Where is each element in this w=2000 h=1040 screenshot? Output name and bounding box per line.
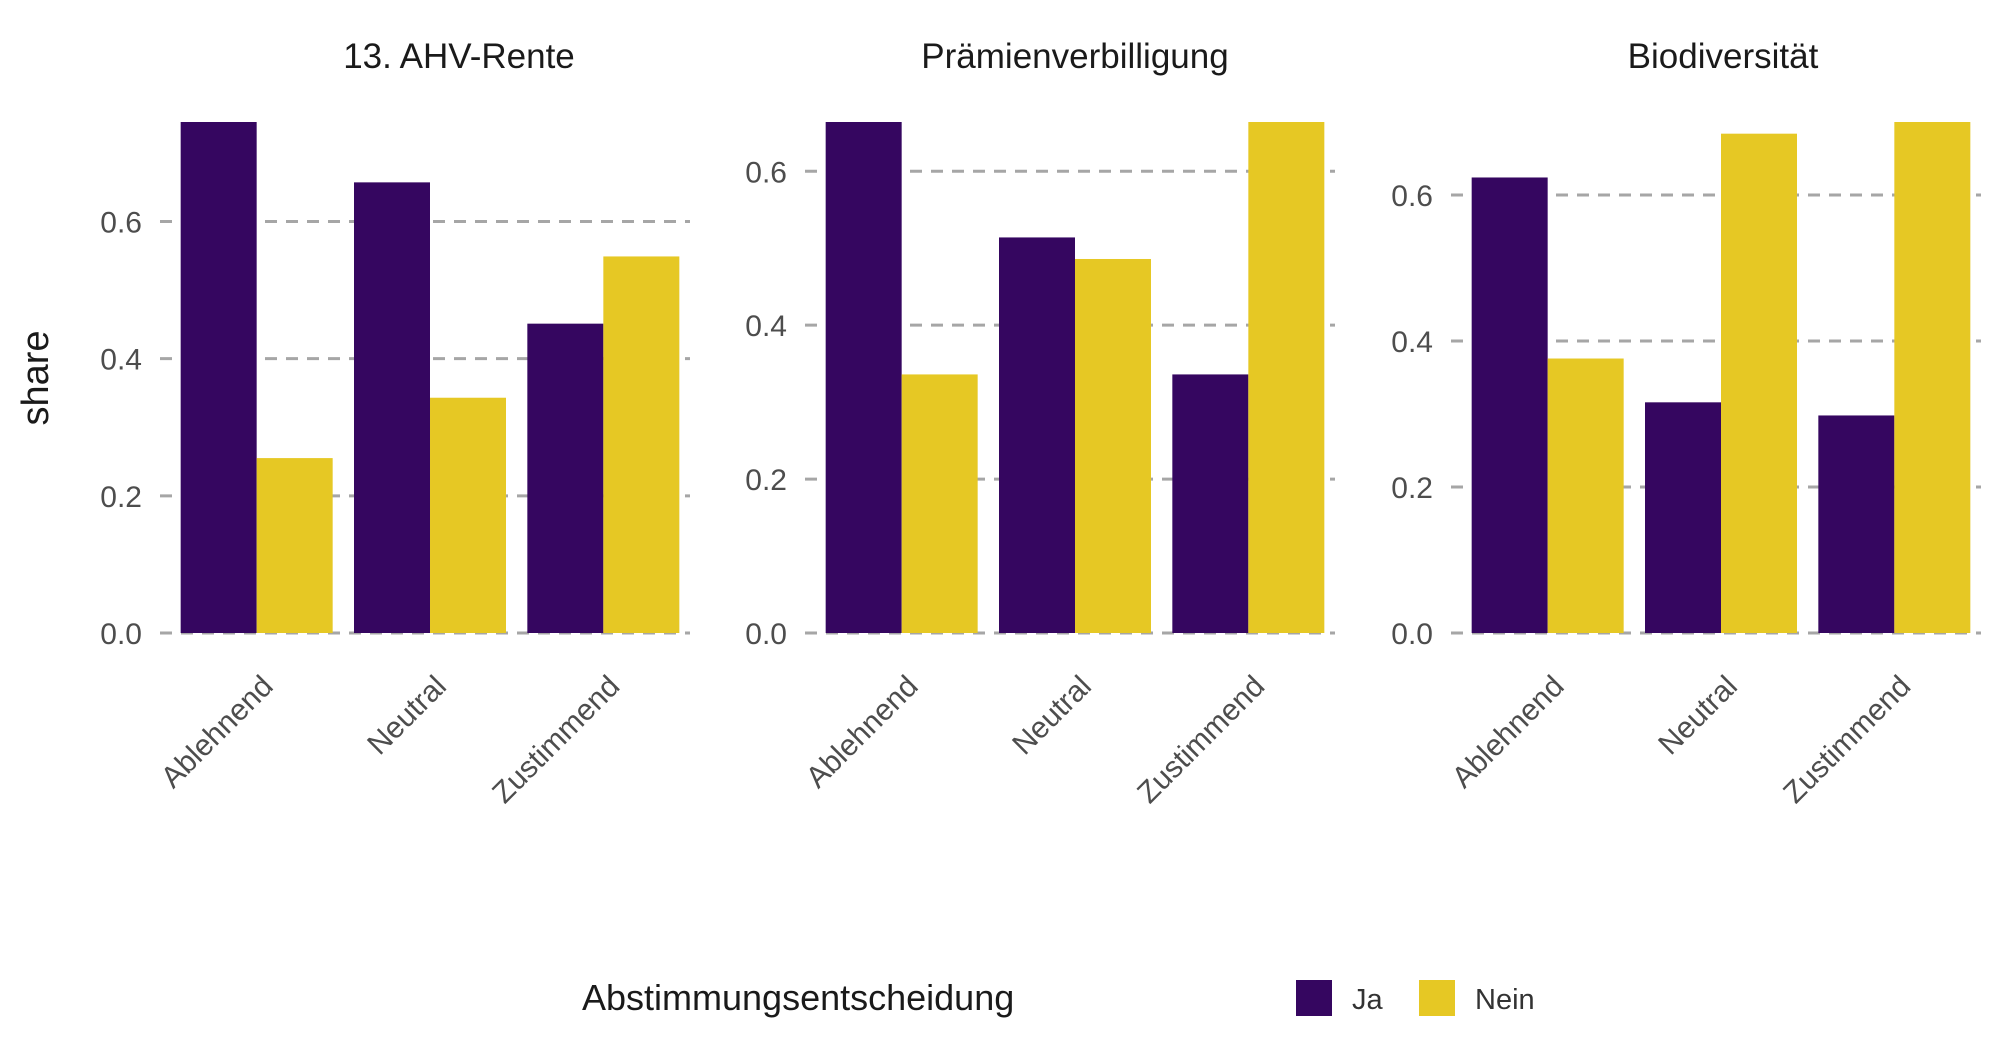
bar-ja	[354, 182, 430, 633]
bar-ja	[527, 323, 604, 633]
bar-ja	[180, 122, 257, 633]
bar-ja	[1471, 177, 1548, 634]
bar-nein	[1894, 122, 1971, 633]
legend: Abstimmungsentscheidung Ja Nein	[582, 977, 1535, 1018]
x-tick-label: Neutral	[361, 670, 453, 762]
x-tick-label: Ablehnend	[155, 670, 280, 795]
legend-label: Ja	[1352, 984, 1384, 1016]
x-tick-label: Zustimmend	[486, 670, 626, 810]
bar-nein	[1547, 358, 1624, 633]
facet-panel: Biodiversität 0.0 0.2 0.4 0.6 Ablehnend Neutra…	[1391, 37, 1981, 810]
facet-title: Biodiversität	[1628, 37, 1819, 76]
bar-nein	[430, 397, 506, 633]
y-tick-label: 0.2	[1391, 472, 1433, 505]
bar-nein	[1075, 258, 1151, 633]
bar-ja	[999, 237, 1075, 633]
legend-label: Nein	[1475, 984, 1535, 1016]
bar-nein	[603, 256, 680, 633]
y-tick-label: 0.4	[1391, 326, 1433, 359]
y-tick-label: 0.2	[745, 464, 787, 497]
y-tick-label: 0.2	[100, 481, 142, 514]
facet-panel: Prämienverbilligung 0.0 0.2 0.4 0.6 Ablehnend…	[745, 37, 1335, 810]
bar-nein	[256, 458, 333, 633]
bar-ja	[1818, 415, 1895, 633]
y-axis-title: share	[15, 330, 57, 425]
bar-nein	[901, 374, 978, 633]
legend-key-nein	[1419, 980, 1455, 1016]
bar-ja	[1645, 402, 1721, 633]
legend-key-ja	[1296, 980, 1332, 1016]
bar-nein	[1721, 133, 1797, 633]
facet-title: 13. AHV-Rente	[343, 37, 575, 76]
y-tick-label: 0.6	[100, 206, 142, 239]
facet-panel: 13. AHV-Rente 0.0 0.2 0.4 0.6 Ablehnend Neutra…	[100, 37, 690, 810]
legend-title: Abstimmungsentscheidung	[582, 977, 1014, 1018]
y-tick-label: 0.4	[100, 344, 142, 377]
y-tick-label: 0.0	[100, 618, 142, 651]
bar-ja	[1172, 374, 1249, 633]
y-tick-label: 0.4	[745, 310, 787, 343]
facet-title: Prämienverbilligung	[921, 37, 1228, 76]
bar-ja	[825, 122, 902, 633]
y-tick-label: 0.6	[1391, 180, 1433, 213]
y-tick-label: 0.0	[745, 618, 787, 651]
y-tick-label: 0.0	[1391, 618, 1433, 651]
bar-nein	[1248, 122, 1325, 633]
x-tick-label: Neutral	[1652, 670, 1744, 762]
y-tick-label: 0.6	[745, 156, 787, 189]
x-tick-label: Neutral	[1006, 670, 1098, 762]
x-tick-label: Zustimmend	[1131, 670, 1271, 810]
x-tick-label: Ablehnend	[800, 670, 925, 795]
x-tick-label: Ablehnend	[1446, 670, 1571, 795]
x-tick-label: Zustimmend	[1777, 670, 1917, 810]
